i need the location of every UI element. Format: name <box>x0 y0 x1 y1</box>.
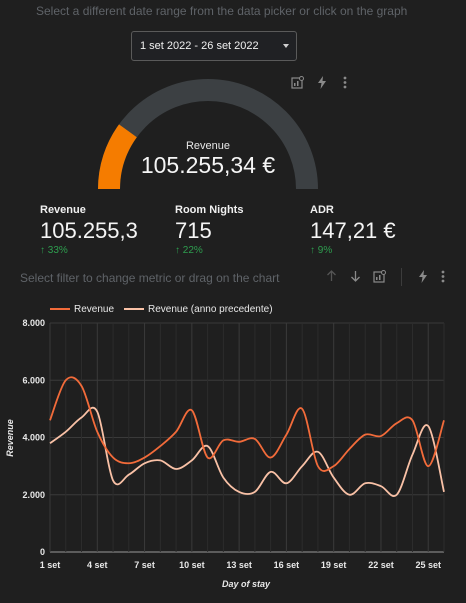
gauge-value: 105.255,34 € <box>140 152 276 178</box>
chart-explore-icon[interactable] <box>372 270 386 286</box>
x-tick-label: 13 set <box>226 560 252 570</box>
chart-filter-hint: Select filter to change metric or drag o… <box>20 271 280 285</box>
date-range-value: 1 set 2022 - 26 set 2022 <box>140 40 259 52</box>
bolt-icon[interactable] <box>416 270 430 286</box>
more-vertical-icon[interactable] <box>338 76 352 92</box>
metric-delta: ↑ 9% <box>310 245 333 256</box>
x-tick-label: 16 set <box>274 560 300 570</box>
revenue-line-chart[interactable]: Revenue Revenue (anno precedente) 0 2.000… <box>0 295 466 603</box>
y-axis-title: Revenue <box>5 419 15 457</box>
series-line-revenue[interactable] <box>49 376 445 472</box>
metric-value: 105.255,3 <box>40 218 138 243</box>
arrow-up-icon[interactable] <box>324 270 338 285</box>
metric-value: 715 <box>175 218 212 243</box>
more-vertical-icon[interactable] <box>436 270 450 286</box>
metric-revenue[interactable]: Revenue 105.255,3 ↑ 33% <box>40 204 138 256</box>
series-line-previous-year[interactable] <box>49 406 445 497</box>
legend-label-previous-year: Revenue (anno precedente) <box>148 304 273 315</box>
metric-adr[interactable]: ADR 147,21 € ↑ 9% <box>310 204 396 256</box>
metric-label: Room Nights <box>175 204 244 216</box>
date-range-hint: Select a different date range from the d… <box>36 4 408 18</box>
x-tick-label: 22 set <box>368 560 394 570</box>
gauge-fill <box>98 124 138 190</box>
x-tick-label: 4 set <box>87 560 108 570</box>
y-tick-label: 0 <box>40 547 45 557</box>
gauge-title: Revenue <box>185 140 231 152</box>
arrow-down-icon[interactable] <box>348 270 362 285</box>
toolbar-divider <box>401 268 402 286</box>
date-range-picker[interactable]: 1 set 2022 - 26 set 2022 <box>131 31 297 61</box>
x-tick-label: 7 set <box>134 560 155 570</box>
y-tick-label: 8.000 <box>22 318 45 328</box>
x-tick-label: 19 set <box>321 560 347 570</box>
revenue-gauge[interactable] <box>95 78 321 190</box>
chart-explore-icon[interactable] <box>290 76 304 92</box>
dropdown-caret-icon <box>283 44 289 48</box>
y-tick-label: 4.000 <box>22 433 45 443</box>
x-tick-label: 10 set <box>179 560 205 570</box>
y-tick-label: 2.000 <box>22 490 45 500</box>
y-tick-label: 6.000 <box>22 375 45 385</box>
x-tick-label: 25 set <box>415 560 441 570</box>
legend-label-revenue: Revenue <box>74 304 114 315</box>
metric-label: ADR <box>310 204 334 216</box>
metric-room-nights[interactable]: Room Nights 715 ↑ 22% <box>175 204 243 256</box>
x-axis-title: Day of stay <box>222 579 271 589</box>
bolt-icon[interactable] <box>315 76 329 92</box>
metric-delta: ↑ 33% <box>40 245 68 256</box>
x-tick-label: 1 set <box>40 560 61 570</box>
metric-value: 147,21 € <box>310 218 396 243</box>
metric-label: Revenue <box>40 204 86 216</box>
metric-delta: ↑ 22% <box>175 245 203 256</box>
